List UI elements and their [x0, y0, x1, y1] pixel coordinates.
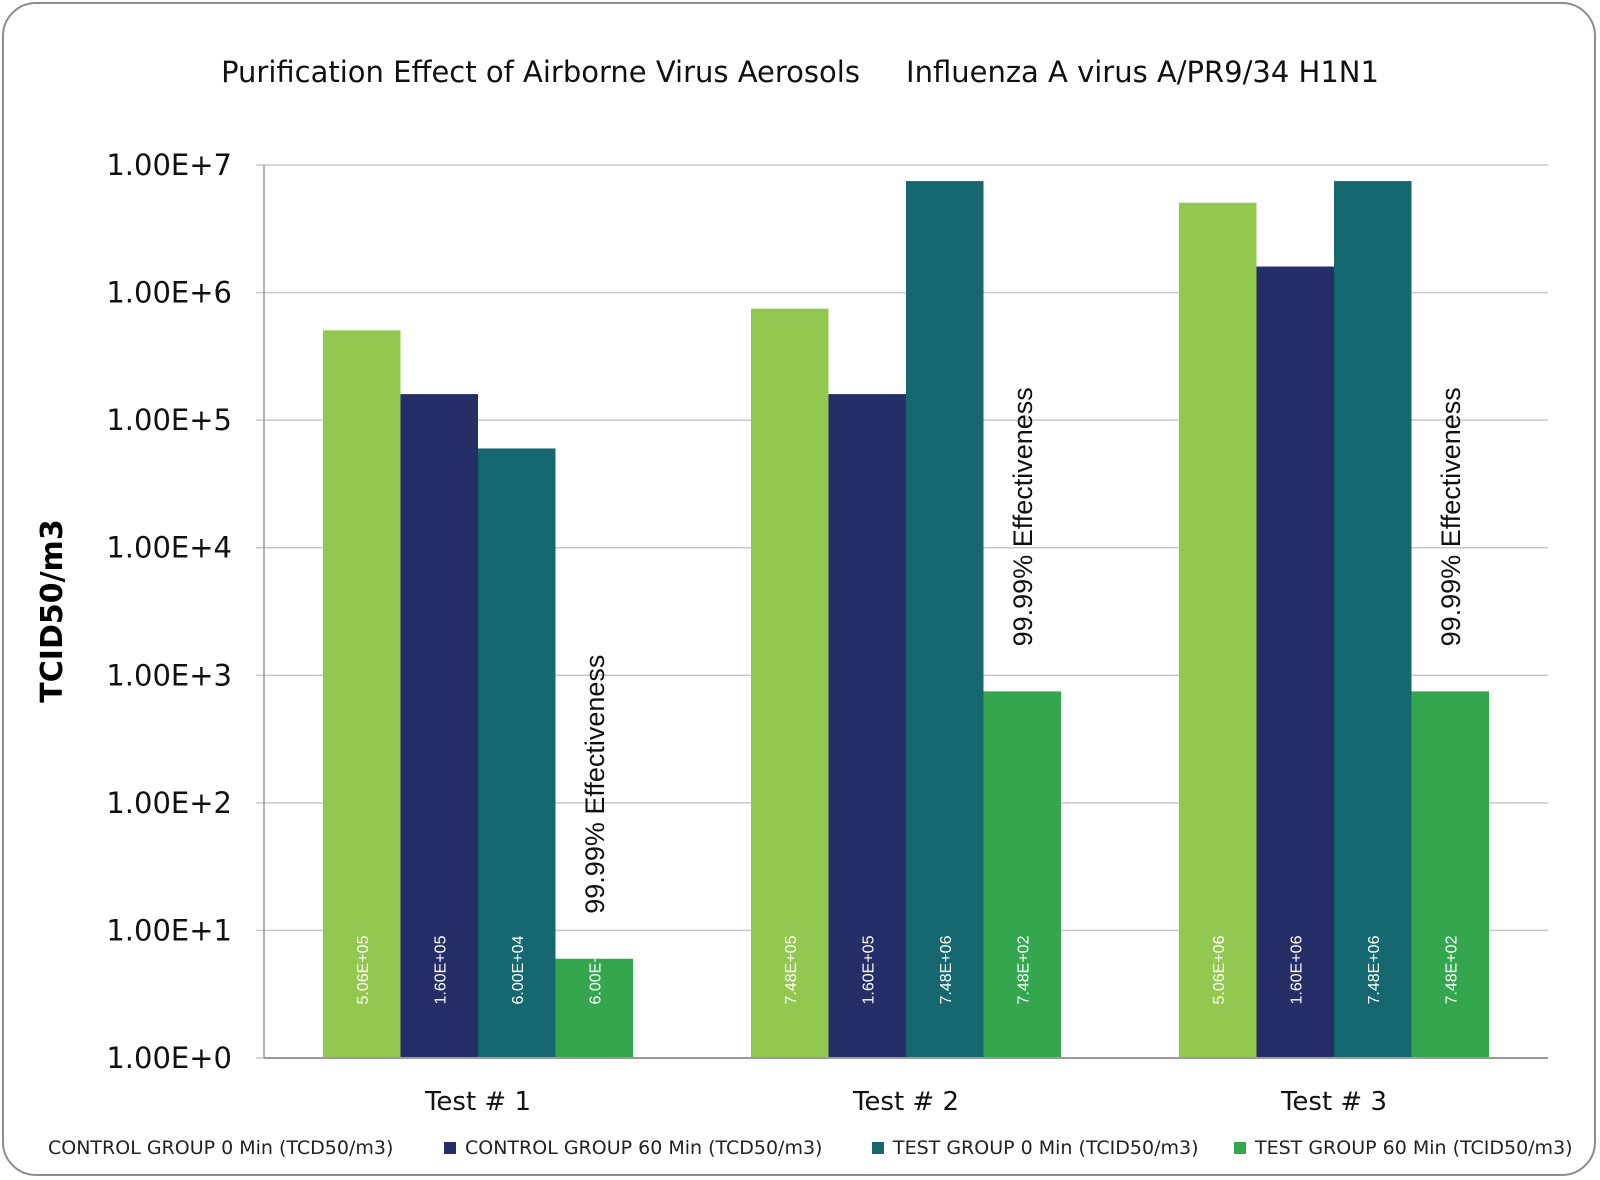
- y-tick-label: 1.00E+5: [106, 403, 232, 437]
- legend-swatch: [1234, 1142, 1246, 1154]
- bar: [400, 394, 478, 1058]
- data-label: 7.48E+02: [1015, 935, 1032, 1004]
- data-label: 1.60E+06: [1288, 935, 1305, 1004]
- axes: [263, 165, 1548, 1059]
- x-category-labels: Test # 1 Test # 2 Test # 3: [424, 1087, 1387, 1117]
- data-label: 1.60E+05: [860, 935, 877, 1004]
- annotations: 99.99% Effectiveness 99.99% Effectiveness…: [580, 387, 1466, 914]
- y-axis-label: TCID50/m3: [35, 519, 70, 702]
- bar-series: 5.06E+05 1.60E+05 6.00E+04 6.00E+00 7.48E+05…: [323, 181, 1489, 1059]
- legend-label: CONTROL GROUP 60 Min (TCD50/m3): [465, 1137, 822, 1159]
- bar: [555, 958, 633, 1058]
- x-tick-label: Test # 1: [424, 1087, 531, 1117]
- y-tick-label: 1.00E+0: [106, 1041, 232, 1075]
- bar: [478, 448, 556, 1058]
- x-tick-label: Test # 2: [852, 1087, 959, 1117]
- legend-label: TEST GROUP 0 Min (TCID50/m3): [892, 1137, 1198, 1159]
- y-tick-labels: 1.00E+0 1.00E+1 1.00E+2 1.00E+3 1.00E+4 1.00E…: [106, 148, 232, 1075]
- legend-label: CONTROL GROUP 0 Min (TCD50/m3): [48, 1137, 393, 1159]
- y-tick-label: 1.00E+1: [106, 913, 232, 947]
- legend-swatch: [444, 1142, 456, 1154]
- legend-swatch: [872, 1142, 884, 1154]
- data-label: 7.48E+06: [938, 935, 955, 1004]
- bar: [1179, 202, 1257, 1058]
- chart-title: Purification Effect of Airborne Virus Ae…: [221, 55, 1379, 89]
- data-label: 1.60E+05: [432, 935, 449, 1004]
- legend-label: TEST GROUP 60 Min (TCID50/m3): [1254, 1137, 1573, 1159]
- effectiveness-annotation: 99.99% Effectiveness: [580, 655, 610, 914]
- bar: [1411, 691, 1489, 1058]
- data-label: 7.48E+06: [1366, 935, 1383, 1004]
- bar: [1256, 266, 1334, 1058]
- effectiveness-annotation: 99.99% Effectiveness: [1436, 387, 1466, 646]
- y-tick-label: 1.00E+7: [106, 148, 232, 182]
- bar: [751, 308, 829, 1059]
- bar: [323, 330, 401, 1058]
- effectiveness-annotation: 99.99% Effectiveness: [1008, 387, 1038, 646]
- data-label: 6.00E+04: [510, 935, 527, 1004]
- bar: [906, 181, 984, 1058]
- y-tick-label: 1.00E+4: [106, 531, 232, 565]
- data-label: 5.06E+06: [1211, 935, 1228, 1004]
- legend: CONTROL GROUP 0 Min (TCD50/m3) CONTROL GR…: [48, 1137, 1573, 1159]
- data-label: 7.48E+02: [1443, 935, 1460, 1004]
- y-tick-label: 1.00E+3: [106, 658, 232, 692]
- y-tick-label: 1.00E+2: [106, 786, 232, 820]
- data-label: 7.48E+05: [783, 935, 800, 1004]
- data-label: 6.00E+00: [587, 935, 604, 1004]
- bar: [983, 691, 1061, 1058]
- x-tick-label: Test # 3: [1280, 1087, 1387, 1117]
- bar: [1334, 181, 1412, 1058]
- y-tick-label: 1.00E+6: [106, 276, 232, 310]
- data-label: 5.06E+05: [355, 935, 372, 1004]
- bar: [828, 394, 906, 1058]
